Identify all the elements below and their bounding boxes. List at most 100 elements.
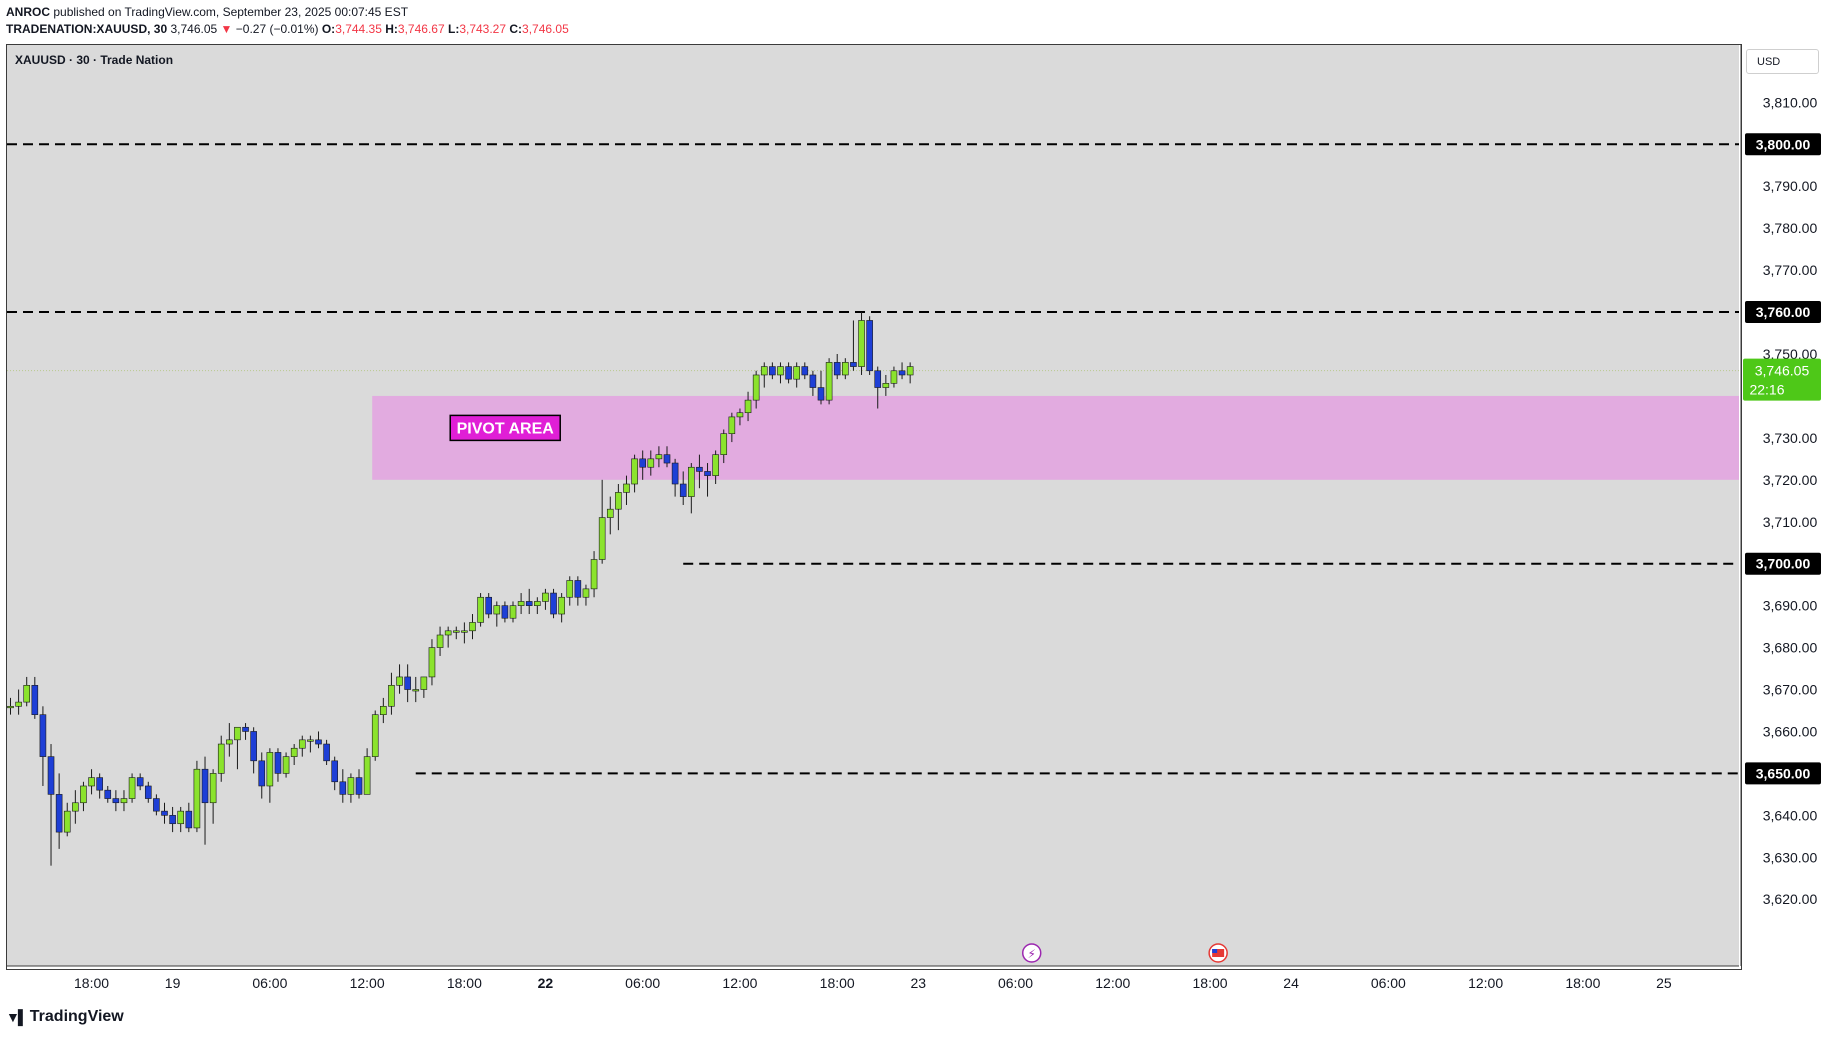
candle xyxy=(144,781,152,803)
candle-body xyxy=(736,412,744,418)
candle xyxy=(185,802,193,833)
candle xyxy=(209,769,217,824)
candle-body xyxy=(752,374,760,401)
candle xyxy=(696,454,703,489)
candle xyxy=(720,429,728,464)
symbol-info-bar: TRADENATION:XAUUSD, 30 3,746.05 ▼ −0.27 … xyxy=(6,22,569,36)
candle-body xyxy=(120,798,128,804)
candle-body xyxy=(461,630,468,633)
candle xyxy=(15,689,22,715)
candle-body xyxy=(290,747,298,757)
candle-body xyxy=(477,596,484,623)
candle xyxy=(590,551,598,598)
candle-body xyxy=(833,362,841,376)
candle xyxy=(842,358,849,380)
candle xyxy=(752,370,760,409)
y-tick-label: 3,750.00 xyxy=(1763,346,1818,362)
x-tick-label: 06:00 xyxy=(625,975,660,991)
y-tick-label: 3,710.00 xyxy=(1763,514,1818,530)
candle-body xyxy=(606,508,614,518)
candle xyxy=(704,463,711,497)
x-tick-label: 06:00 xyxy=(1371,975,1406,991)
x-tick-label: 18:00 xyxy=(820,975,855,991)
candle xyxy=(639,450,646,480)
candle xyxy=(169,806,176,833)
candle-body xyxy=(298,739,306,749)
candle xyxy=(809,370,817,396)
candle-body xyxy=(112,798,120,804)
candle-body xyxy=(704,471,711,476)
candle-body xyxy=(323,743,330,762)
author-name[interactable]: ANROC xyxy=(6,5,50,19)
x-tick-label: 18:00 xyxy=(1565,975,1600,991)
candle xyxy=(606,496,614,535)
candle xyxy=(128,773,136,803)
candle-body xyxy=(242,726,249,732)
candle-body xyxy=(825,362,833,401)
candle-body xyxy=(396,676,403,686)
candle-body xyxy=(185,810,193,829)
candle-body xyxy=(882,383,890,388)
candle-body xyxy=(169,815,176,825)
x-tick-label: 25 xyxy=(1656,975,1672,991)
candle xyxy=(404,664,411,703)
x-tick-label: 06:00 xyxy=(252,975,287,991)
candle-body xyxy=(47,756,55,795)
candle-body xyxy=(801,366,809,376)
candle xyxy=(801,362,809,380)
candle-body xyxy=(307,739,314,742)
y-tick-label: 3,810.00 xyxy=(1763,94,1818,110)
candle xyxy=(96,773,103,799)
x-tick-label: 18:00 xyxy=(1193,975,1228,991)
x-tick-label: 12:00 xyxy=(722,975,757,991)
candle xyxy=(866,316,873,375)
candle xyxy=(226,723,233,757)
candle-body xyxy=(720,433,728,455)
candle-body xyxy=(590,559,598,590)
candle xyxy=(858,312,865,375)
candle xyxy=(655,446,663,468)
candle xyxy=(88,769,95,795)
candle xyxy=(566,576,574,606)
candle-body xyxy=(906,366,914,376)
down-arrow-icon: ▼ xyxy=(220,22,233,36)
candle xyxy=(736,408,744,426)
candle xyxy=(31,676,39,719)
candle xyxy=(274,748,282,782)
candle-body xyxy=(274,752,282,774)
open-label: O: xyxy=(321,22,336,36)
candle-body xyxy=(493,605,501,615)
y-tick-label: 3,690.00 xyxy=(1763,598,1818,614)
candle-body xyxy=(7,705,14,709)
candle xyxy=(777,362,784,384)
currency-button[interactable]: USD xyxy=(1746,49,1819,74)
candle-body xyxy=(542,592,549,602)
candle-body xyxy=(55,794,63,833)
candle-body xyxy=(769,366,776,376)
candle-body xyxy=(647,458,655,468)
pivot-label: PIVOT AREA xyxy=(457,420,555,437)
candle xyxy=(355,769,363,799)
candle xyxy=(80,781,87,812)
x-tick-label: 06:00 xyxy=(998,975,1033,991)
candle-body xyxy=(574,580,582,598)
candle xyxy=(282,752,290,778)
candle xyxy=(517,593,525,615)
y-tick-label: 3,770.00 xyxy=(1763,262,1818,278)
x-tick-label: 12:00 xyxy=(1468,975,1503,991)
candle xyxy=(898,362,906,380)
candle-body xyxy=(850,362,857,367)
close-label: C: xyxy=(509,22,523,36)
tradingview-logo[interactable]: ▼▌ TradingView xyxy=(6,1008,124,1026)
candle-body xyxy=(217,743,225,774)
y-tick-label: 3,620.00 xyxy=(1763,891,1818,907)
candle-body xyxy=(444,630,452,636)
candle xyxy=(760,362,768,388)
current-price-label: 3,746.05 xyxy=(1755,363,1810,379)
candle-body xyxy=(380,705,387,715)
candle-body xyxy=(566,580,574,598)
candle xyxy=(469,614,476,640)
low-label: L: xyxy=(447,22,460,36)
candle xyxy=(631,454,638,493)
